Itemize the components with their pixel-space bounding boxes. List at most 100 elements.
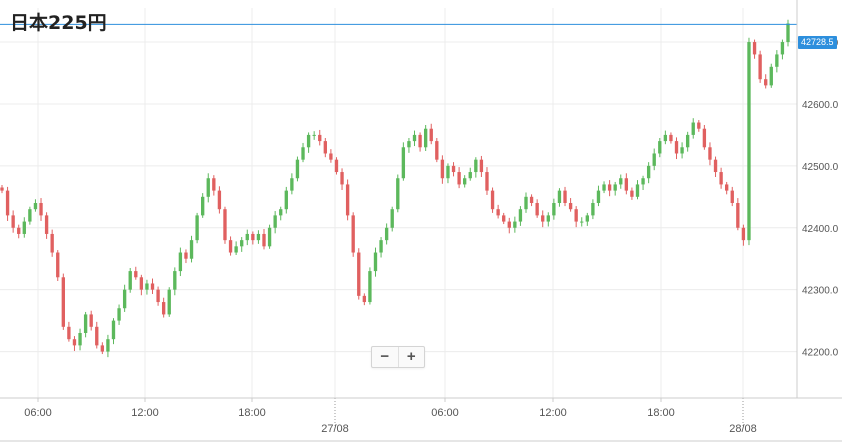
candle-body <box>117 308 121 321</box>
candle-body <box>541 215 545 222</box>
candle-body <box>613 184 617 191</box>
candle-body <box>290 178 294 191</box>
candle-body <box>741 227 746 241</box>
candle-body <box>228 240 233 253</box>
candle-body <box>340 172 344 185</box>
candle-body <box>173 271 177 290</box>
candle-body <box>145 283 149 290</box>
y-tick-label: 42500.0 <box>802 162 839 173</box>
candlestick-series <box>0 19 797 358</box>
candle-body <box>685 134 690 148</box>
chart-grid <box>0 8 797 398</box>
y-tick-label: 42400.0 <box>802 224 839 235</box>
candle-body <box>563 190 567 203</box>
candle-body <box>513 221 517 228</box>
candle-body <box>764 79 768 86</box>
candle-body <box>323 141 327 154</box>
candle-body <box>267 227 272 247</box>
candle-body <box>713 159 718 173</box>
candle-body <box>747 42 751 241</box>
candle-body <box>251 233 255 241</box>
candle-body <box>602 184 606 191</box>
candle-body <box>111 320 116 340</box>
x-tick-label: 12:00 <box>131 407 159 419</box>
x-tick-label: 06:00 <box>24 407 52 419</box>
x-tick-label: 28/08 <box>729 423 757 435</box>
candle-body <box>161 302 166 315</box>
candle-body <box>407 141 411 148</box>
candle-body <box>552 203 556 216</box>
candle-body <box>568 203 573 210</box>
candle-body <box>479 159 484 173</box>
candle-body <box>306 134 311 148</box>
candle-body <box>401 147 406 179</box>
candle-body <box>28 209 32 222</box>
candle-body <box>106 339 110 352</box>
candle-body <box>440 159 445 179</box>
candle-body <box>217 190 222 210</box>
candle-body <box>384 227 389 241</box>
x-axis: 06:00 12:00 18:00 27/08 06:00 12:00 18:00 28/08 <box>0 397 842 442</box>
candle-body <box>775 54 779 67</box>
candle-body <box>362 295 367 303</box>
candle-body <box>708 147 712 160</box>
candle-body <box>89 314 93 327</box>
candle-body <box>128 271 132 290</box>
x-tick-label: 27/08 <box>321 423 349 435</box>
zoom-in-button[interactable]: + <box>406 348 416 365</box>
candle-body <box>212 178 216 191</box>
candle-body <box>674 141 679 154</box>
candle-body <box>396 178 400 210</box>
candle-body <box>223 209 227 241</box>
candle-body <box>351 215 355 253</box>
candle-body <box>619 178 623 185</box>
zoom-out-button[interactable]: − <box>372 347 399 367</box>
candle-body <box>373 252 378 272</box>
candle-body <box>596 190 601 203</box>
candle-body <box>719 172 723 185</box>
candle-body <box>150 283 155 290</box>
candle-body <box>546 215 550 222</box>
candle-body <box>624 178 629 191</box>
candle-body <box>524 196 528 210</box>
candle-body <box>33 203 38 210</box>
candle-body <box>702 128 707 148</box>
candle-body <box>496 209 500 216</box>
candle-body <box>769 66 773 86</box>
candle-body <box>585 215 589 222</box>
candle-body <box>318 134 322 142</box>
candle-body <box>22 221 26 234</box>
candle-body <box>429 128 433 142</box>
candle-body <box>423 128 428 148</box>
candle-body <box>189 240 194 259</box>
candle-body <box>17 227 21 234</box>
candle-body <box>507 221 511 228</box>
candle-body <box>295 159 300 179</box>
x-tick-label: 18:00 <box>647 407 675 419</box>
candle-body <box>730 190 734 203</box>
candle-body <box>474 159 478 173</box>
candle-body <box>725 184 729 191</box>
candle-body <box>329 153 333 160</box>
candle-body <box>451 165 456 173</box>
candle-body <box>641 178 645 185</box>
candle-body <box>663 134 668 142</box>
candle-body <box>11 215 15 228</box>
y-tick-label: 42300.0 <box>802 286 839 297</box>
candle-body <box>245 233 249 241</box>
candle-body <box>658 141 662 154</box>
candle-body <box>490 190 495 210</box>
candle-body <box>652 153 656 166</box>
candle-body <box>591 203 595 216</box>
candle-body <box>390 209 394 228</box>
candle-body <box>780 42 785 55</box>
candle-body <box>83 314 88 333</box>
candle-body <box>468 172 472 179</box>
candle-body <box>95 326 99 346</box>
candle-body <box>50 233 54 253</box>
candle-body <box>240 240 244 247</box>
candle-body <box>78 333 82 346</box>
candle-body <box>580 221 584 223</box>
candle-body <box>44 215 49 234</box>
